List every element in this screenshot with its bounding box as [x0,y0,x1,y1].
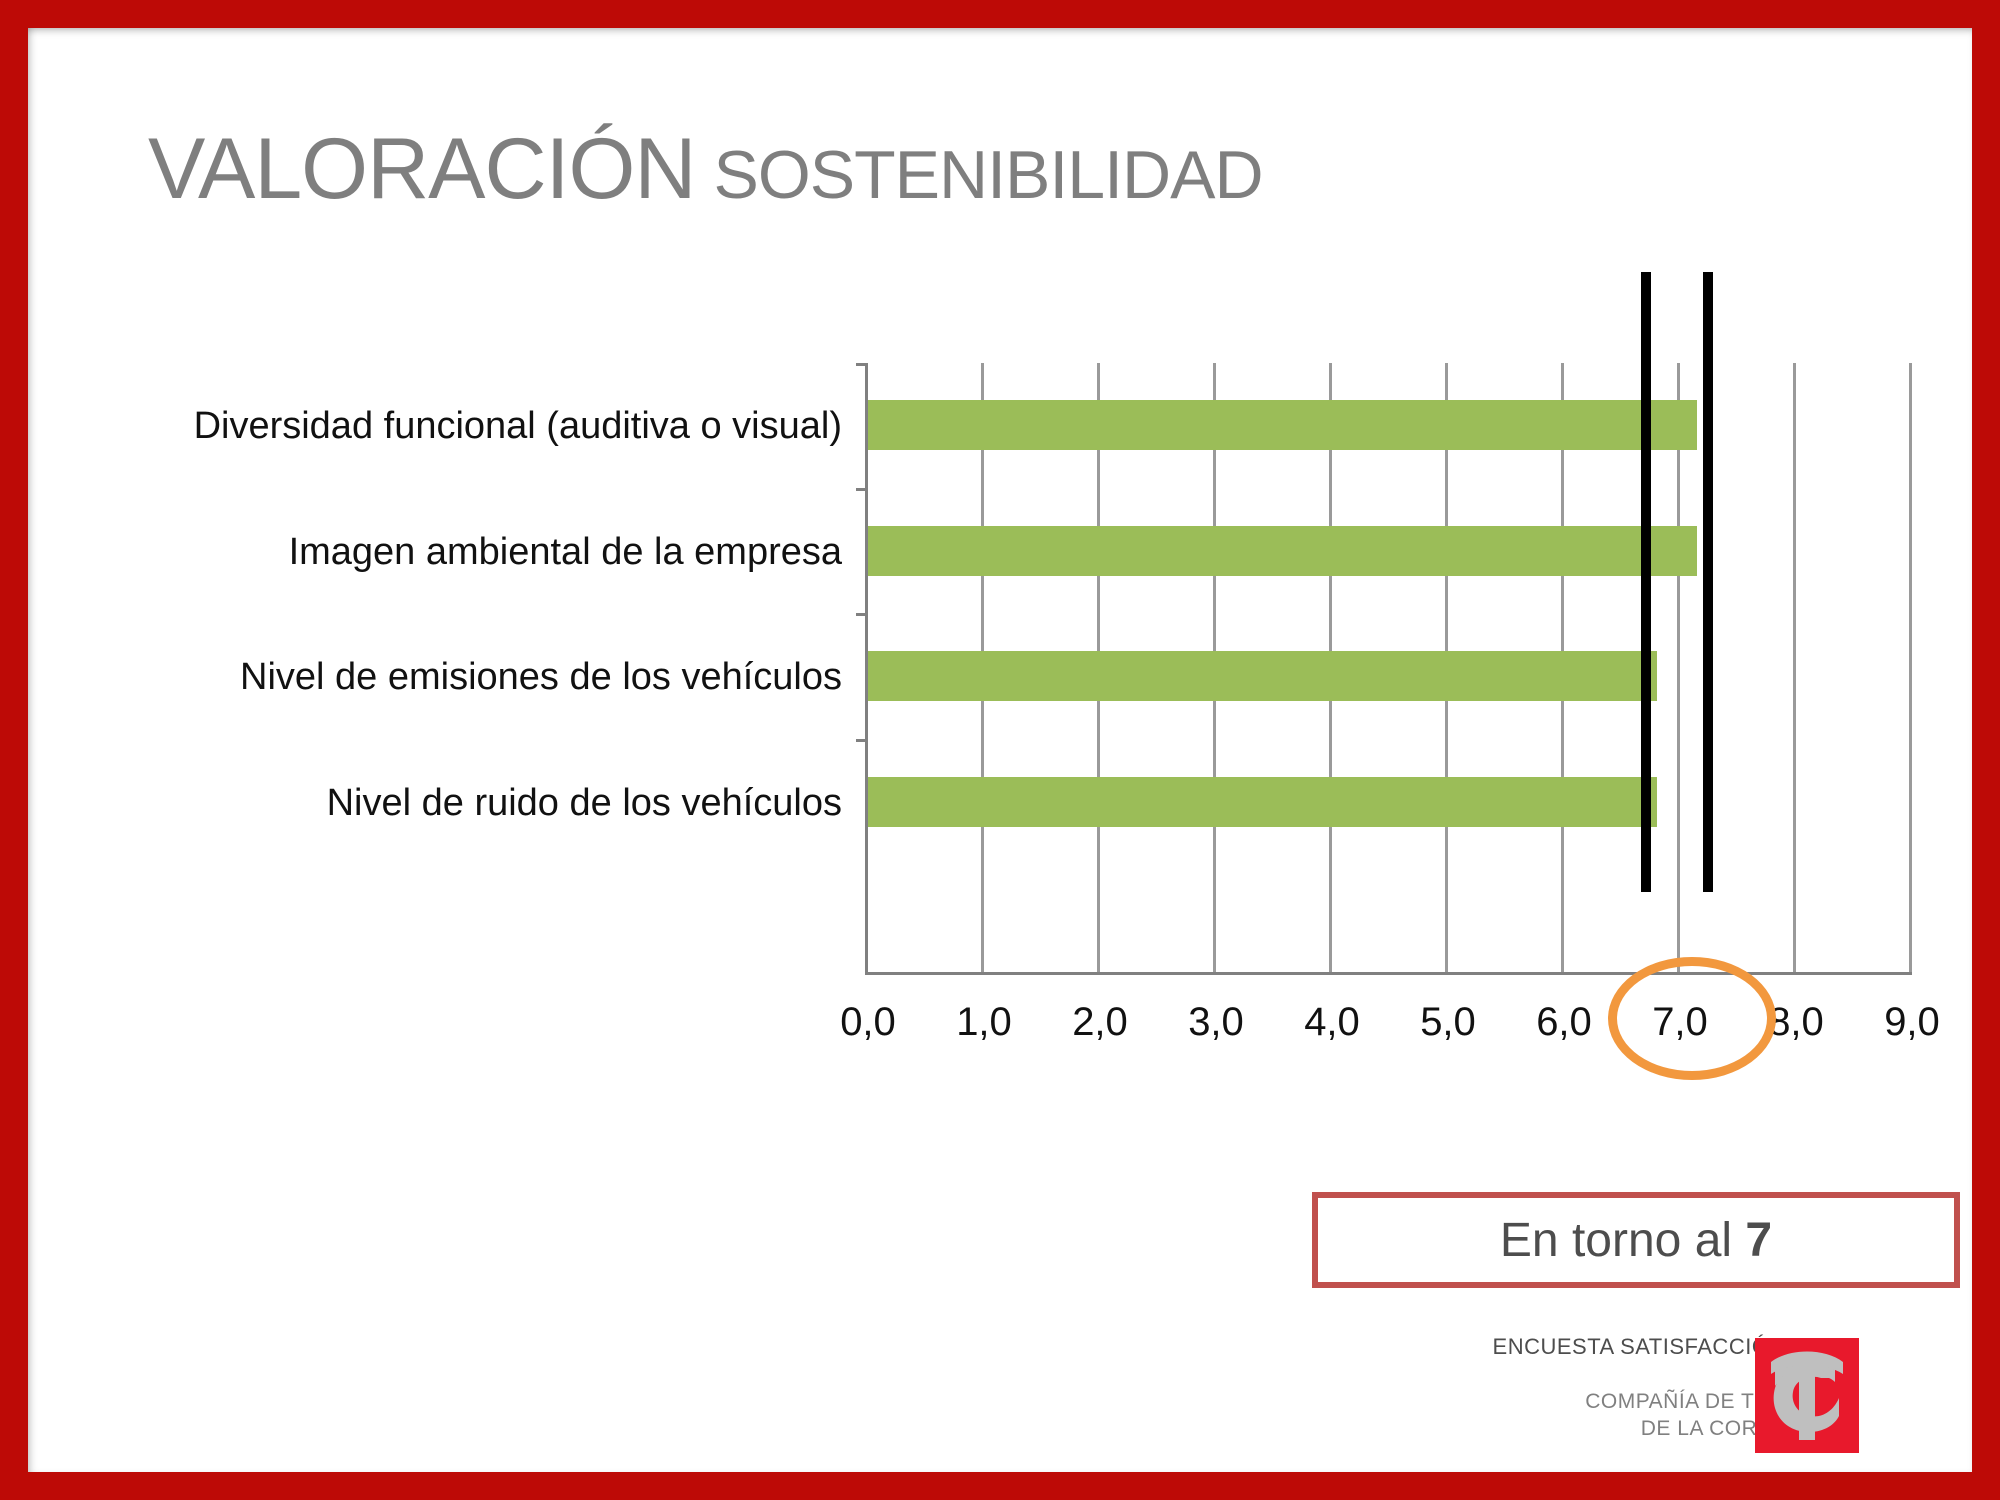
highlight-ellipse-icon [1608,957,1776,1080]
callout-text-prefix: En torno al [1499,1213,1746,1267]
frame-border-right [1972,0,2000,1500]
x-tick-label-8: 8,0 [1768,1000,1824,1044]
company-logo [1755,1338,1859,1453]
x-tick-label-0: 0,0 [840,1000,896,1044]
y-axis-tick-3 [856,739,868,742]
marker-line-high [1703,272,1713,892]
y-axis-line [865,363,868,975]
page-title: VALORACIÓN SOSTENIBILIDAD [148,126,1264,218]
category-label-3: Nivel de ruido de los vehículos [326,782,842,824]
page-title-sub: SOSTENIBILIDAD [713,137,1264,213]
y-axis-tick-2 [856,613,868,616]
tc-monogram-icon [1771,1351,1843,1440]
bar-0[interactable] [868,400,1697,450]
x-tick-label-5: 5,0 [1420,1000,1476,1044]
x-tick-label-3: 3,0 [1188,1000,1244,1044]
category-label-2: Nivel de emisiones de los vehículos [240,656,842,698]
x-tick-label-2: 2,0 [1072,1000,1128,1044]
callout-text: En torno al 7 [1500,1213,1772,1268]
x-tick-label-9: 9,0 [1884,1000,1940,1044]
callout-box: En torno al 7 [1312,1192,1960,1288]
frame-border-bottom [0,1472,2000,1500]
marker-line-low [1641,272,1651,892]
x-tick-label-6: 6,0 [1536,1000,1592,1044]
bar-2[interactable] [868,651,1657,701]
gridline-7 [1677,363,1680,972]
frame-border-left [0,0,28,1500]
page-title-main: VALORACIÓN [148,121,697,217]
bar-3[interactable] [868,777,1657,827]
bar-1[interactable] [868,526,1697,576]
y-axis-tick-0 [856,363,868,366]
gridline-9 [1909,363,1912,972]
category-label-0: Diversidad funcional (auditiva o visual) [193,405,842,447]
x-tick-label-4: 4,0 [1304,1000,1360,1044]
gridline-8 [1793,363,1796,972]
y-axis-tick-1 [856,488,868,491]
x-axis-line [865,972,1912,975]
category-label-1: Imagen ambiental de la empresa [288,531,842,573]
frame-border-top [0,0,2000,28]
callout-text-value: 7 [1745,1213,1773,1267]
x-tick-label-1: 1,0 [956,1000,1012,1044]
